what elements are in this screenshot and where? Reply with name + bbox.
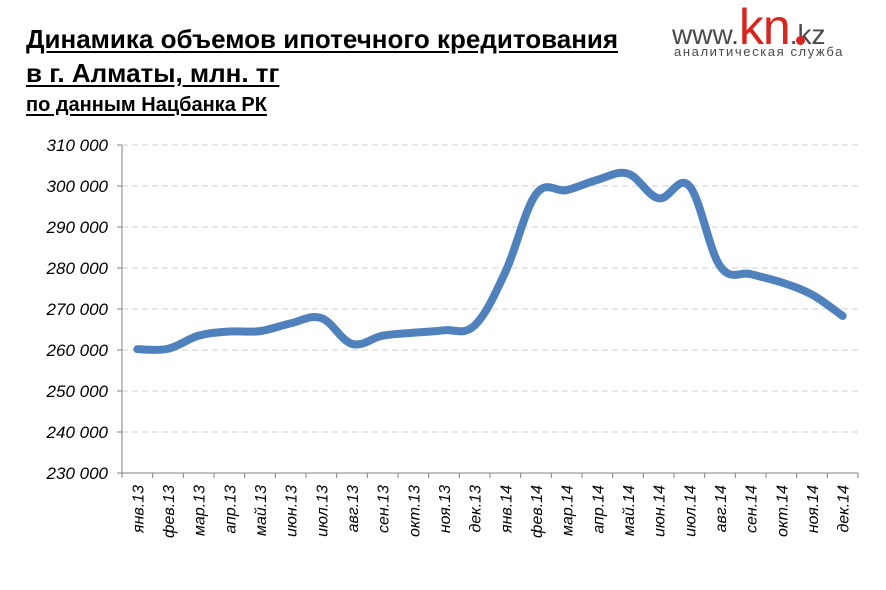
chart-title-line-1: Динамика объемов ипотечного кредитования (26, 24, 619, 54)
logo-house-dot-icon (796, 36, 805, 45)
logo-tld: .kz (789, 19, 826, 50)
logo-brand: kn (738, 0, 791, 55)
x-tick-label: сен.14 (744, 485, 761, 533)
kn-logo: www.kn.kz аналитическая служба (672, 0, 852, 62)
x-tick-label: окт.14 (774, 485, 791, 537)
x-tick-label: дек.13 (468, 485, 485, 533)
logo-www: www. (672, 19, 739, 50)
x-tick-label: фев.13 (161, 485, 178, 538)
series-layer (133, 168, 847, 354)
x-tick-label: ноя.14 (805, 485, 822, 533)
chart-title-line-2: в г. Алматы, млн. тг (26, 58, 280, 88)
y-tick-label: 310 000 (47, 136, 109, 155)
x-axis-tick-labels: янв.13 фев.13 мар.13 апр.13 май.13 июн.13 июл.… (130, 485, 852, 538)
gridlines (122, 144, 858, 433)
x-tick-label: май.13 (253, 485, 270, 536)
y-tick-label: 290 000 (46, 218, 109, 237)
x-tick-label: июн.14 (652, 485, 669, 537)
x-tick-label: май.14 (621, 485, 638, 536)
x-tick-label: фев.14 (529, 485, 546, 538)
x-tick-label: июн.13 (284, 485, 301, 537)
x-tick-label: янв.14 (498, 485, 515, 534)
x-tick-label: мар.14 (560, 485, 577, 536)
x-tick-label: апр.14 (590, 485, 607, 534)
y-tick-label: 280 000 (46, 259, 109, 278)
x-tick-label: июл.13 (314, 485, 331, 537)
y-tick-label: 270 000 (46, 300, 109, 319)
x-tick-label: ноя.13 (437, 485, 454, 533)
x-tick-label: мар.13 (192, 485, 209, 536)
y-tick-label: 240 000 (46, 423, 109, 442)
chart-subtitle: по данным Нацбанка РК (26, 94, 267, 116)
x-tick-label: окт.13 (406, 485, 423, 537)
x-tick-label: дек.14 (836, 485, 853, 533)
y-tick-label: 230 000 (46, 464, 109, 483)
y-tick-label: 300 000 (47, 177, 109, 196)
title-block: Динамика объемов ипотечного кредитования… (26, 22, 618, 118)
x-tick-label: янв.13 (130, 485, 147, 534)
y-tick-label: 250 000 (46, 382, 109, 401)
logo-wordmark: www.kn.kz (672, 2, 826, 52)
x-tick-label: авг.13 (345, 485, 362, 532)
x-tick-label: июл.14 (682, 485, 699, 537)
x-tick-label: сен.13 (376, 485, 393, 533)
series-line (133, 168, 847, 354)
logo-tagline: аналитическая служба (674, 44, 845, 59)
y-tick-label: 260 000 (46, 341, 109, 360)
x-tick-label: апр.13 (222, 485, 239, 534)
axes (117, 144, 859, 478)
y-axis-tick-labels: 230 000 240 000 250 000 260 000 270 000 280 0… (46, 136, 109, 483)
x-tick-label: авг.14 (713, 485, 730, 532)
